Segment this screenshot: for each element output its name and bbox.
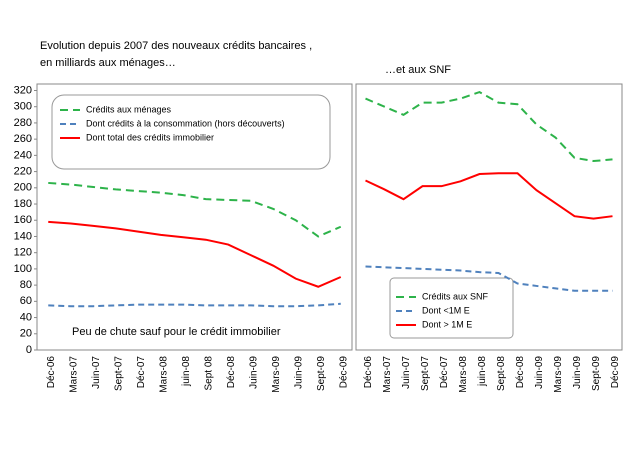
annotation: Peu de chute sauf pour le crédit immobil… [72, 326, 281, 338]
x-tick-label: Déc-07 [439, 356, 450, 389]
y-tick-label: 20 [20, 328, 32, 340]
series-line [48, 181, 342, 238]
legend-box [389, 277, 514, 339]
chart-title: en milliards aux ménages… [40, 57, 176, 69]
x-tick-label: Mars-07 [382, 356, 393, 393]
x-tick-label: Sept-09 [591, 356, 602, 391]
x-tick-label: Sept-07 [113, 356, 124, 391]
legend-label: Crédits aux ménages [86, 104, 172, 114]
chart-title: …et aux SNF [385, 64, 451, 76]
x-tick-label: juin-08 [477, 356, 488, 387]
series-line [365, 172, 613, 220]
y-tick-label: 280 [14, 117, 32, 129]
chart-title: Evolution depuis 2007 des nouveaux crédi… [40, 40, 312, 52]
plot-frame [355, 83, 623, 351]
x-tick-label: Sept-07 [420, 356, 431, 391]
x-tick-label: juin-08 [181, 356, 192, 387]
y-tick-label: 320 [14, 84, 32, 96]
x-tick-label: Juin-09 [293, 356, 304, 389]
series-line [48, 302, 341, 308]
x-tick-label: Déc-08 [226, 356, 237, 389]
x-tick-label: Mars-07 [68, 356, 79, 393]
series-line [365, 265, 613, 292]
x-tick-label: Mars-08 [158, 356, 169, 393]
legend-label: Dont total des crédits immobilier [86, 132, 214, 142]
legend-label: Dont > 1M E [422, 319, 472, 329]
x-tick-label: Déc-09 [610, 356, 621, 389]
y-tick-label: 140 [14, 230, 32, 242]
x-tick-label: Déc-08 [515, 356, 526, 389]
x-tick-label: Sept-08 [496, 356, 507, 391]
x-tick-label: Déc-07 [136, 356, 147, 389]
y-tick-label: 260 [14, 133, 32, 145]
x-tick-label: Juin-09 [534, 356, 545, 389]
series-line [365, 91, 613, 163]
y-tick-label: 100 [14, 263, 32, 275]
legend-label: Dont crédits à la consommation (hors déc… [86, 118, 285, 128]
legend-label: Dont <1M E [422, 305, 470, 315]
y-tick-label: 80 [20, 279, 32, 291]
y-tick-label: 180 [14, 198, 32, 210]
x-tick-label: Mars-09 [271, 356, 282, 393]
y-tick-label: 0 [26, 344, 32, 356]
x-tick-label: Déc-06 [46, 356, 57, 389]
y-tick-label: 160 [14, 214, 32, 226]
legend-box [51, 94, 331, 170]
x-tick-label: Juin-09 [572, 356, 583, 389]
y-tick-label: 220 [14, 165, 32, 177]
x-tick-label: Déc-06 [363, 356, 374, 389]
x-tick-label: Sept 08 [203, 356, 214, 391]
series-line [48, 220, 342, 288]
x-tick-label: Juin-07 [91, 356, 102, 389]
y-tick-label: 120 [14, 247, 32, 259]
x-tick-label: Juin-07 [401, 356, 412, 389]
x-tick-label: Sept-09 [316, 356, 327, 391]
x-tick-label: Mars-08 [458, 356, 469, 393]
y-tick-label: 300 [14, 101, 32, 113]
y-tick-label: 200 [14, 182, 32, 194]
y-tick-label: 40 [20, 311, 32, 323]
y-tick-label: 240 [14, 149, 32, 161]
legend-label: Crédits aux SNF [422, 291, 489, 301]
x-tick-label: Déc-09 [338, 356, 349, 389]
plot-frame [36, 83, 353, 351]
y-tick-label: 60 [20, 295, 32, 307]
x-tick-label: Juin-09 [248, 356, 259, 389]
x-tick-label: Mars-09 [553, 356, 564, 393]
